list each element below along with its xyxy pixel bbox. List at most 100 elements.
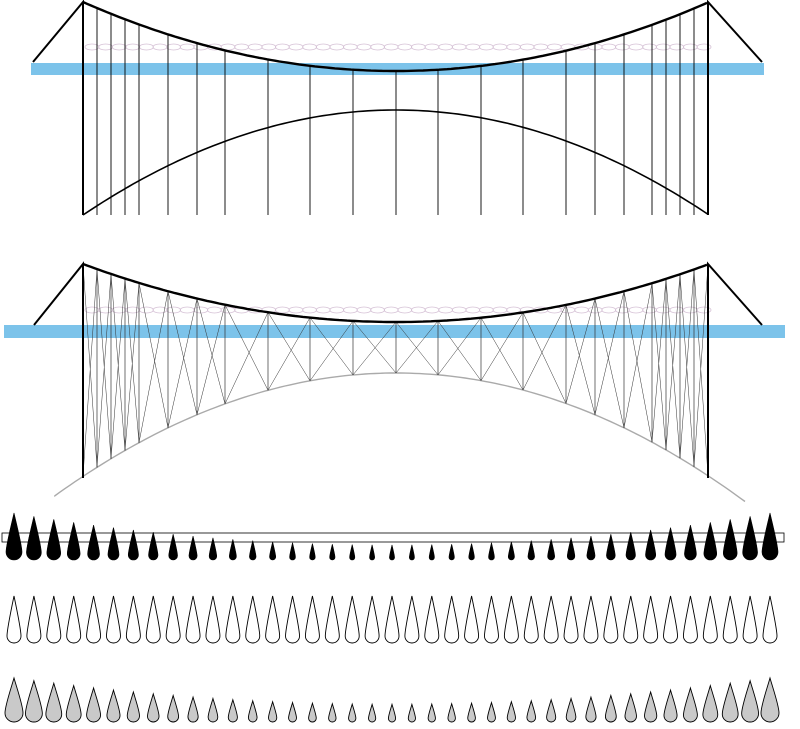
chain-ring	[98, 43, 113, 51]
drop	[507, 541, 515, 561]
truss-diagonal	[480, 312, 524, 381]
chain-ring	[533, 43, 549, 51]
chain-ring	[574, 306, 589, 314]
chain-ring	[98, 306, 113, 314]
chain-ring	[424, 43, 440, 51]
chain-ring	[601, 43, 617, 51]
truss-diagonal	[267, 317, 311, 391]
chain-ring	[179, 306, 195, 314]
truss-diagonal	[665, 278, 681, 459]
chain-ring	[302, 43, 318, 51]
drop	[546, 698, 557, 723]
drop	[87, 524, 100, 561]
drop	[187, 695, 199, 723]
chain-ring	[410, 306, 426, 314]
drop	[349, 544, 356, 561]
chain-ring	[111, 306, 127, 314]
truss-diagonal	[352, 320, 397, 374]
drop	[229, 539, 237, 561]
drop	[625, 532, 636, 561]
drop	[265, 595, 281, 644]
drop	[722, 595, 738, 644]
drop	[148, 532, 159, 561]
chain-ring	[451, 306, 467, 314]
drop	[547, 539, 555, 561]
drop	[268, 700, 278, 723]
drop	[329, 544, 336, 561]
guide-bar	[1, 532, 785, 543]
drop	[227, 698, 238, 723]
drop	[503, 595, 519, 644]
drop	[603, 595, 619, 644]
chain-ring	[397, 43, 413, 51]
right-tower	[707, 261, 763, 478]
truss-diagonal	[651, 278, 667, 443]
drop	[741, 679, 760, 723]
truss-diagonal	[437, 320, 482, 381]
drop	[643, 595, 659, 644]
chain-ring	[247, 43, 263, 51]
left-tower	[33, 261, 84, 478]
chain-ring	[628, 43, 644, 51]
drop	[487, 700, 496, 723]
truss-diagonal	[651, 283, 667, 450]
truss-diagonal	[138, 282, 169, 428]
drop	[66, 595, 82, 644]
drop	[6, 595, 22, 644]
drop	[387, 702, 397, 723]
drop	[308, 701, 317, 723]
drop	[527, 540, 535, 561]
chain-ring	[683, 43, 698, 51]
drop	[207, 696, 219, 723]
chain-ring	[410, 43, 426, 51]
chain-ring	[478, 43, 494, 51]
drop	[624, 692, 637, 723]
drop	[467, 701, 476, 723]
chain-ring	[696, 43, 712, 51]
drop	[285, 595, 300, 644]
drop	[760, 676, 780, 723]
drop	[348, 702, 357, 723]
chain-ring	[302, 306, 318, 314]
truss-diagonal	[110, 278, 126, 459]
truss-diagonal	[124, 282, 140, 451]
truss-diagonal	[623, 283, 653, 428]
truss-diagonal	[352, 321, 397, 376]
truss-diagonal	[167, 291, 198, 415]
drop	[126, 690, 140, 723]
main-cable	[82, 262, 708, 324]
drop	[523, 595, 539, 644]
drop	[106, 688, 121, 723]
chain-ring	[628, 306, 644, 314]
drop	[147, 692, 160, 723]
drop	[185, 595, 201, 644]
chain-ring	[397, 306, 413, 314]
drop	[309, 543, 316, 561]
drop	[742, 516, 758, 561]
drop	[663, 595, 678, 644]
truss-diagonal	[594, 291, 625, 415]
truss-diagonal	[224, 312, 269, 404]
drop	[269, 541, 277, 561]
truss-diagonal	[167, 298, 198, 428]
truss-diagonal	[267, 312, 311, 381]
drop	[702, 595, 718, 644]
chain-ring	[234, 43, 250, 51]
drop	[364, 595, 380, 644]
truss-diagonal	[96, 269, 112, 459]
chain-ring	[669, 43, 685, 51]
main-cable	[82, 0, 708, 73]
left-tower	[32, 0, 84, 215]
drop	[684, 524, 697, 561]
chain-ring	[288, 306, 304, 314]
drop	[188, 536, 198, 561]
drop	[424, 595, 440, 644]
drop	[245, 595, 261, 644]
panel-suspension-vertical	[31, 0, 764, 216]
truss-diagonal	[522, 304, 567, 391]
lower-arch	[82, 109, 709, 216]
truss-diagonal	[138, 291, 169, 443]
drop	[468, 543, 475, 561]
